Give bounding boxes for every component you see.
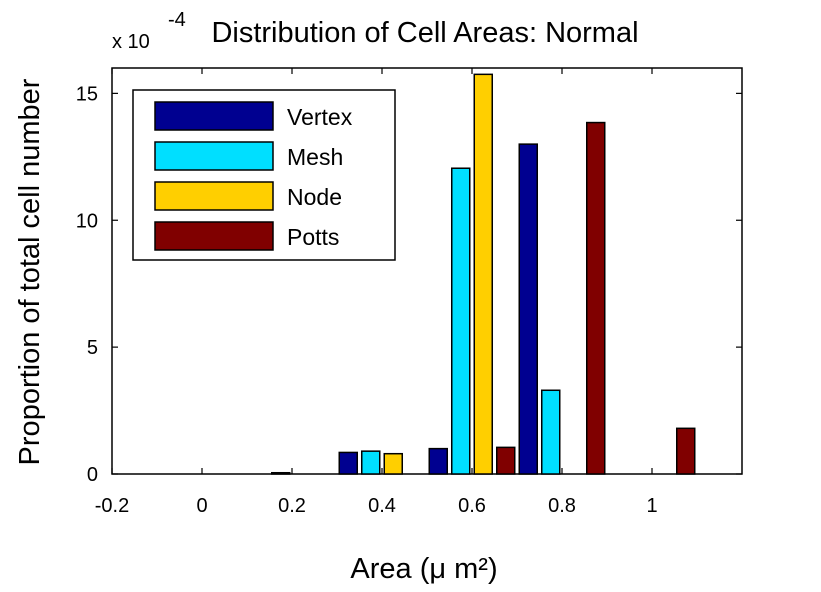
y-tick-label: 0 <box>87 464 98 486</box>
legend-label-vertex: Vertex <box>287 104 353 130</box>
x-tick-label: 0 <box>196 495 207 517</box>
legend-label-potts: Potts <box>287 224 339 250</box>
x-tick-label: 0.8 <box>548 495 576 517</box>
x-tick-label: 0.4 <box>368 495 396 517</box>
bar-potts-2 <box>496 446 516 475</box>
x-tick-label: 0.2 <box>278 495 306 517</box>
legend-swatch-node <box>154 181 274 211</box>
bar-node-2 <box>473 73 493 475</box>
bar-mesh-0 <box>271 471 291 475</box>
x-axis-ticks: -0.2 0 0.2 0.4 0.6 0.8 1 <box>95 68 658 517</box>
bar-vertex-1 <box>338 451 358 475</box>
bar-vertex-3 <box>518 143 538 475</box>
bar-potts-4 <box>676 427 696 475</box>
bar-mesh-2 <box>451 167 471 475</box>
y-tick-label: 15 <box>76 83 98 105</box>
y-exponent-power: -4 <box>168 9 186 31</box>
x-axis-label: Area (μ m²) <box>350 553 497 585</box>
legend-swatch-potts <box>154 221 274 251</box>
x-tick-label: -0.2 <box>95 495 129 517</box>
legend-swatch-mesh <box>154 141 274 171</box>
bar-potts-3 <box>586 121 606 475</box>
bar-mesh-3 <box>541 389 561 475</box>
legend: Vertex Mesh Node Potts <box>132 89 396 261</box>
y-axis-label: Proportion of total cell number <box>14 78 46 465</box>
y-tick-label: 5 <box>87 337 98 359</box>
bar-vertex-2 <box>428 447 448 475</box>
x-tick-label: 0.6 <box>458 495 486 517</box>
legend-label-mesh: Mesh <box>287 144 343 170</box>
y-exponent-base: x 10 <box>112 31 150 53</box>
y-tick-label: 10 <box>76 210 98 232</box>
x-tick-label: 1 <box>646 495 657 517</box>
y-axis-ticks: 0 5 10 15 <box>76 83 742 486</box>
chart-title: Distribution of Cell Areas: Normal <box>211 17 638 49</box>
bar-mesh-1 <box>361 450 381 475</box>
bar-node-1 <box>383 452 403 475</box>
legend-label-node: Node <box>287 184 342 210</box>
legend-swatch-vertex <box>154 101 274 131</box>
bars-group <box>271 73 696 475</box>
